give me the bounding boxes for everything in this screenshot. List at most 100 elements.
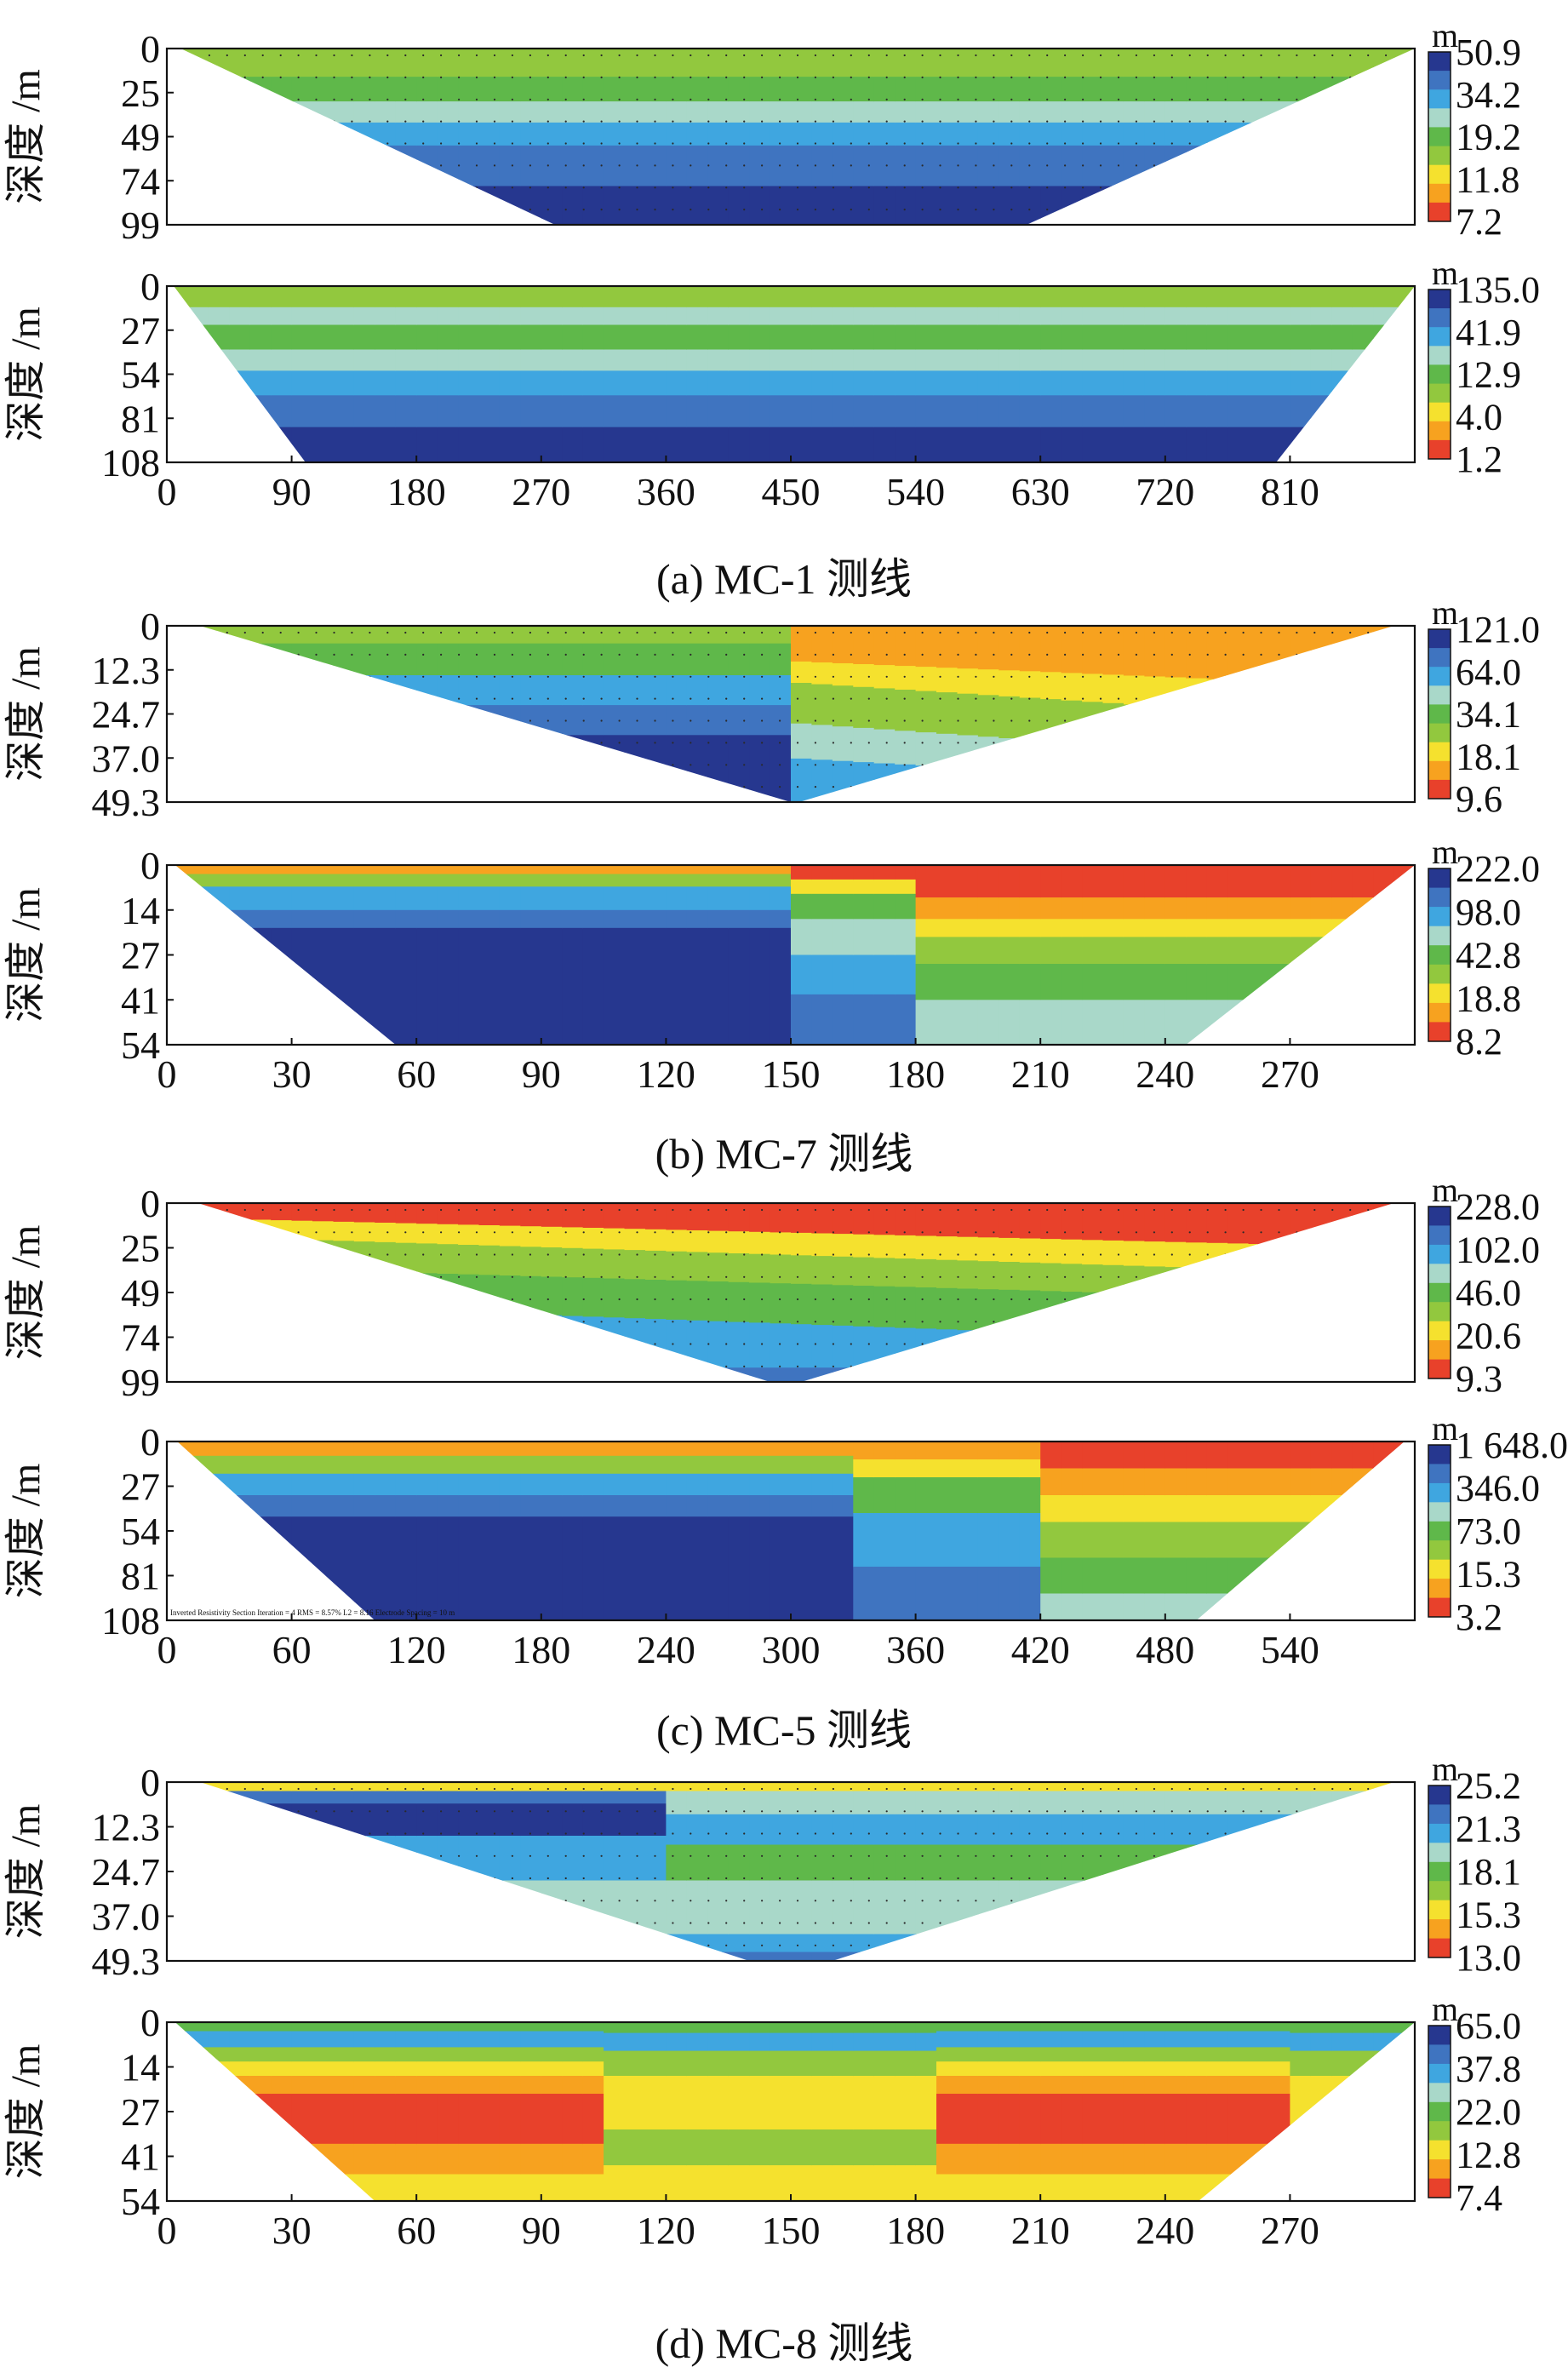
resistivity-cell (791, 1473, 813, 1496)
data-point-dot (404, 186, 407, 189)
data-point-dot (654, 54, 656, 57)
data-point-dot (1331, 1787, 1334, 1791)
resistivity-cell (1248, 680, 1270, 714)
resistivity-cell (1144, 1293, 1166, 1338)
resistivity-cell (333, 1880, 355, 1935)
resistivity-cell (353, 307, 376, 325)
resistivity-cell (686, 1952, 708, 1961)
data-point-dot (779, 631, 781, 634)
data-point-dot (1170, 1321, 1173, 1323)
resistivity-cell (437, 1203, 459, 1225)
data-point-dot (939, 54, 941, 57)
resistivity-cell (416, 1782, 438, 1791)
data-point-dot (707, 1810, 710, 1813)
resistivity-cell (624, 324, 646, 350)
resistivity-cell (271, 370, 293, 396)
resistivity-cell (395, 370, 417, 396)
resistivity-cell (1082, 1522, 1104, 1558)
resistivity-cell (936, 937, 959, 965)
resistivity-cell (791, 661, 813, 684)
resistivity-cell (249, 865, 272, 874)
legend-swatch (1428, 907, 1451, 927)
resistivity-cell (291, 427, 313, 462)
data-point-dot (1224, 142, 1227, 145)
data-point-dot (993, 164, 995, 167)
resistivity-cell (707, 1367, 730, 1382)
resistivity-cell (1290, 1270, 1312, 1299)
resistivity-cell (541, 1367, 563, 1382)
resistivity-cell (458, 927, 480, 1045)
resistivity-cell (977, 769, 1000, 802)
data-point-dot (440, 1787, 443, 1791)
resistivity-cell (1123, 1293, 1146, 1337)
resistivity-cell (1040, 1782, 1062, 1791)
resistivity-cell (728, 675, 750, 706)
resistivity-cell (832, 663, 855, 686)
data-point-dot (618, 1922, 621, 1924)
resistivity-cell (1248, 964, 1270, 1000)
data-point-dot (921, 653, 924, 656)
resistivity-cell (271, 1516, 293, 1620)
data-point-dot (1117, 1922, 1120, 1924)
data-point-dot (1010, 1253, 1013, 1256)
data-point-dot (654, 1877, 656, 1880)
data-point-dot (297, 209, 300, 211)
resistivity-cell (458, 1782, 480, 1791)
data-point-dot (672, 164, 674, 167)
data-point-dot (279, 1253, 282, 1256)
data-point-dot (993, 764, 995, 766)
resistivity-cell (1269, 77, 1291, 102)
data-point-dot (993, 186, 995, 189)
data-point-dot (779, 1275, 781, 1278)
resistivity-cell (749, 1814, 771, 1845)
resistivity-cell (395, 1203, 417, 1224)
resistivity-cell (770, 1323, 792, 1368)
data-point-dot (903, 1854, 906, 1857)
resistivity-cell (582, 101, 604, 123)
data-point-dot (547, 1810, 549, 1813)
data-point-dot (921, 1832, 924, 1835)
resistivity-cell (624, 101, 646, 123)
resistivity-cell (645, 1782, 667, 1791)
resistivity-cell (895, 1782, 917, 1791)
data-point-dot (422, 1321, 425, 1323)
resistivity-cell (791, 349, 813, 371)
resistivity-cell (1290, 1442, 1312, 1469)
data-point-dot (636, 1810, 638, 1813)
data-point-dot (564, 54, 567, 57)
data-point-dot (243, 120, 246, 123)
resistivity-cell (957, 349, 979, 371)
resistivity-cell (499, 324, 522, 350)
data-point-dot (725, 675, 728, 678)
data-point-dot (1064, 1944, 1067, 1946)
resistivity-cell (853, 286, 875, 308)
resistivity-cell (1019, 1477, 1041, 1514)
resistivity-cell (1269, 122, 1291, 146)
data-point-dot (261, 653, 264, 656)
resistivity-cell (437, 705, 459, 736)
data-point-dot (369, 1253, 371, 1256)
resistivity-cell (895, 1235, 917, 1259)
data-point-dot (1082, 1787, 1084, 1791)
resistivity-cell (1269, 1880, 1291, 1935)
resistivity-cell (395, 1367, 417, 1382)
resistivity-cell (645, 1791, 667, 1804)
resistivity-cell (458, 1203, 480, 1225)
resistivity-cell (229, 735, 251, 802)
data-point-dot (351, 1365, 353, 1367)
resistivity-cell (770, 186, 792, 225)
resistivity-cell (873, 1513, 896, 1568)
resistivity-cell (1352, 307, 1374, 325)
resistivity-cell (416, 122, 438, 146)
resistivity-cell (1144, 1782, 1166, 1791)
resistivity-cell (832, 307, 855, 325)
data-point-dot (1296, 209, 1298, 211)
data-point-dot (743, 1253, 746, 1256)
data-point-dot (1296, 742, 1298, 744)
legend-value: 135.0 (1456, 269, 1540, 311)
resistivity-cell (645, 145, 667, 186)
data-point-dot (707, 1832, 710, 1835)
data-point-dot (832, 675, 835, 678)
resistivity-cell (873, 729, 896, 764)
resistivity-cell (853, 1880, 875, 1935)
